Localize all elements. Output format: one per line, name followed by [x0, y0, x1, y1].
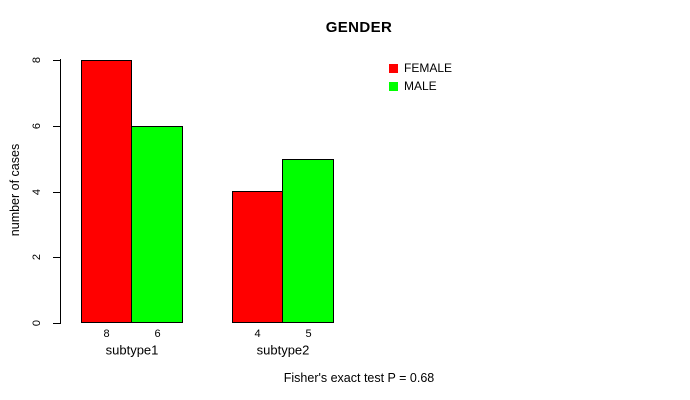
y-tick-label: 2 [31, 253, 43, 261]
y-tick-mark [53, 60, 61, 61]
bar-value-label: 6 [154, 328, 161, 340]
y-tick-label: 0 [31, 319, 43, 327]
y-tick-mark [53, 323, 61, 324]
bar-subtype2-male [282, 159, 334, 323]
y-tick-label: 8 [31, 56, 43, 64]
legend-item-female: FEMALE [389, 61, 452, 75]
bar-subtype1-female [81, 60, 132, 323]
legend-label: MALE [404, 79, 437, 93]
legend-label: FEMALE [404, 61, 453, 75]
bar-subtype2-female [232, 191, 283, 323]
legend: FEMALE MALE [389, 61, 452, 93]
y-tick-label: 6 [31, 122, 43, 130]
legend-item-male: MALE [389, 79, 452, 93]
bar-value-label: 4 [254, 328, 261, 340]
category-label-subtype1: subtype1 [105, 342, 159, 358]
legend-swatch-male [389, 81, 398, 91]
y-tick-label: 4 [31, 188, 43, 196]
y-tick-mark [53, 192, 61, 193]
chart-title: GENDER [325, 19, 393, 36]
y-axis-line [60, 59, 61, 324]
y-tick-mark [53, 126, 61, 127]
legend-swatch-female [389, 63, 398, 73]
bar-value-label: 8 [103, 328, 110, 340]
bar-value-label: 5 [305, 328, 312, 340]
bar-subtype1-male [131, 126, 183, 323]
y-tick-mark [53, 257, 61, 258]
y-axis-label: number of cases [8, 143, 22, 237]
annotation-fisher-test: Fisher's exact test P = 0.68 [283, 371, 435, 385]
category-label-subtype2: subtype2 [256, 342, 310, 358]
